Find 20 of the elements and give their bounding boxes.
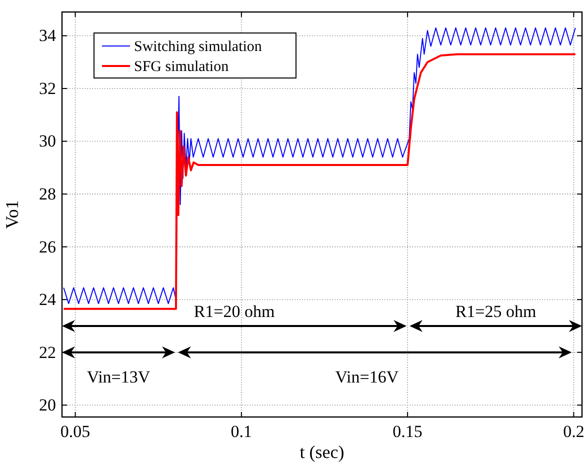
annotation: Vin=16V [335, 367, 400, 386]
x-axis-title: t (sec) [300, 442, 344, 462]
y-tick-label: 24 [39, 290, 56, 310]
y-tick-label: 32 [39, 78, 56, 98]
y-tick-label: 34 [39, 26, 56, 46]
legend-label: Switching simulation [134, 39, 262, 55]
legend-label: SFG simulation [134, 59, 230, 75]
y-tick-label: 20 [39, 396, 56, 415]
x-tick-label: 0.1 [230, 422, 252, 442]
y-axis-title: Vo1 [2, 200, 22, 229]
y-tick-label: 22 [39, 342, 56, 362]
y-tick-label: 28 [39, 184, 56, 204]
x-tick-label: 0.15 [392, 422, 422, 442]
annotation: R1=25 ohm [455, 302, 536, 321]
x-tick-label: 0.2 [563, 422, 584, 442]
annotation: R1=20 ohm [194, 302, 275, 321]
annotation: Vin=13V [86, 367, 151, 386]
y-tick-label: 30 [39, 132, 56, 151]
x-tick-label: 0.05 [60, 422, 90, 442]
y-tick-label: 26 [39, 237, 56, 256]
